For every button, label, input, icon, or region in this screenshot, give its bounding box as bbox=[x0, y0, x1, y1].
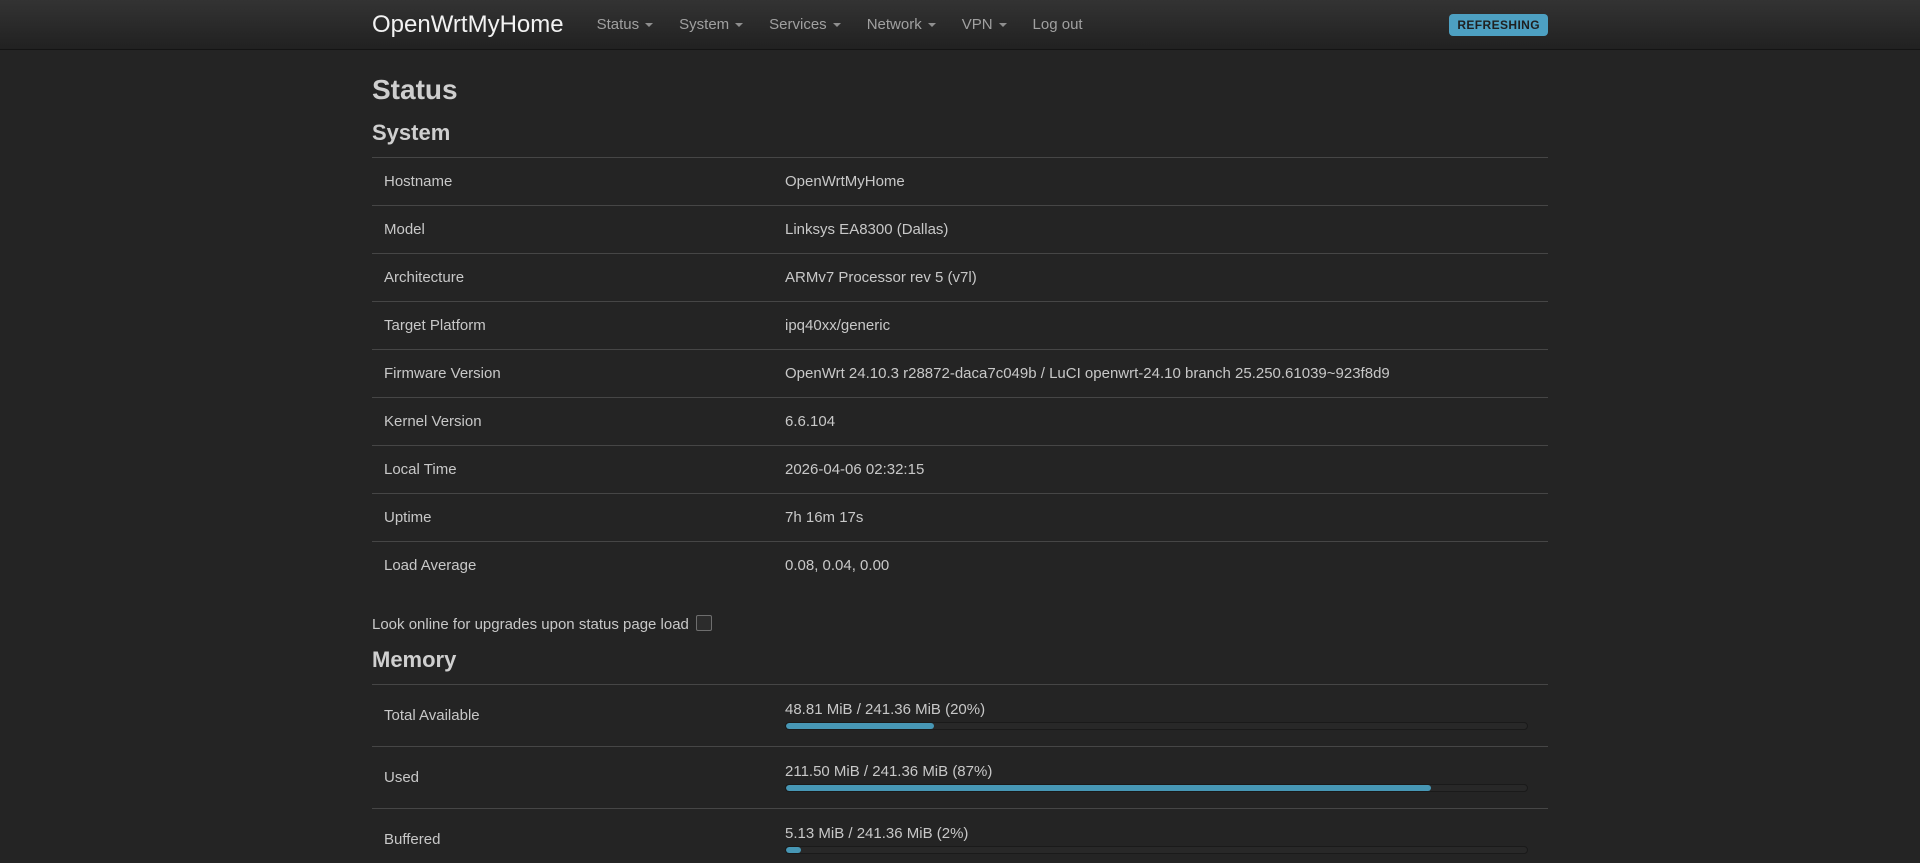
upgrade-check-checkbox[interactable] bbox=[695, 615, 712, 631]
table-row: Buffered 5.13 MiB / 241.36 MiB (2%) bbox=[372, 808, 1548, 863]
brand-link[interactable]: OpenWrtMyHome bbox=[372, 10, 564, 38]
chevron-down-icon bbox=[832, 22, 841, 27]
nav-item-network[interactable]: Network bbox=[854, 16, 949, 33]
row-label: Load Average bbox=[372, 541, 773, 589]
row-label: Uptime bbox=[372, 493, 773, 542]
row-value: 211.50 MiB / 241.36 MiB (87%) bbox=[773, 746, 1548, 809]
table-row: Kernel Version 6.6.104 bbox=[372, 397, 1548, 446]
row-label: Architecture bbox=[372, 253, 773, 302]
navbar: OpenWrtMyHome Status System Services Net… bbox=[0, 0, 1920, 50]
row-value: 0.08, 0.04, 0.00 bbox=[773, 541, 1548, 589]
upgrade-check-row: Look online for upgrades upon status pag… bbox=[372, 615, 1548, 633]
row-value: Linksys EA8300 (Dallas) bbox=[773, 205, 1548, 254]
table-row: Firmware Version OpenWrt 24.10.3 r28872-… bbox=[372, 349, 1548, 398]
section-heading-memory: Memory bbox=[372, 647, 457, 672]
main-menu: Status System Services Network VPN Log o… bbox=[584, 16, 1096, 33]
chevron-down-icon bbox=[998, 22, 1007, 27]
table-row: Used 211.50 MiB / 241.36 MiB (87%) bbox=[372, 746, 1548, 809]
chevron-down-icon bbox=[735, 22, 744, 27]
row-label: Model bbox=[372, 205, 773, 254]
row-label: Buffered bbox=[372, 808, 773, 863]
memory-value-text: 5.13 MiB / 241.36 MiB (2%) bbox=[785, 825, 969, 842]
system-info-table: Hostname OpenWrtMyHome Model Linksys EA8… bbox=[372, 157, 1548, 589]
memory-value-text: 211.50 MiB / 241.36 MiB (87%) bbox=[785, 763, 993, 780]
memory-value-text: 48.81 MiB / 241.36 MiB (20%) bbox=[785, 701, 986, 718]
row-label: Target Platform bbox=[372, 301, 773, 350]
nav-item-label: VPN bbox=[961, 16, 993, 33]
row-value: 5.13 MiB / 241.36 MiB (2%) bbox=[773, 808, 1548, 863]
row-label: Total Available bbox=[372, 684, 773, 747]
chevron-down-icon bbox=[927, 22, 936, 27]
progress-bar bbox=[785, 784, 1529, 792]
row-value: 2026-04-06 02:32:15 bbox=[773, 445, 1548, 494]
row-value: 48.81 MiB / 241.36 MiB (20%) bbox=[773, 684, 1548, 747]
chevron-down-icon bbox=[645, 22, 654, 27]
nav-item-label: Network bbox=[866, 16, 922, 33]
row-value: ipq40xx/generic bbox=[773, 301, 1548, 350]
nav-item-services[interactable]: Services bbox=[756, 16, 854, 33]
upgrade-check-label: Look online for upgrades upon status pag… bbox=[372, 615, 689, 633]
row-value: OpenWrtMyHome bbox=[773, 157, 1548, 206]
row-label: Local Time bbox=[372, 445, 773, 494]
progress-bar bbox=[785, 846, 1529, 854]
content-container: Status System Hostname OpenWrtMyHome Mod… bbox=[372, 74, 1548, 863]
table-row: Hostname OpenWrtMyHome bbox=[372, 157, 1548, 206]
nav-item-logout[interactable]: Log out bbox=[1020, 16, 1096, 33]
page-title: Status bbox=[372, 74, 458, 105]
table-row: Load Average 0.08, 0.04, 0.00 bbox=[372, 541, 1548, 589]
memory-table: Total Available 48.81 MiB / 241.36 MiB (… bbox=[372, 684, 1548, 863]
progress-bar-fill bbox=[786, 847, 801, 853]
row-value: 6.6.104 bbox=[773, 397, 1548, 446]
progress-bar-fill bbox=[786, 785, 1432, 791]
nav-item-vpn[interactable]: VPN bbox=[949, 16, 1020, 33]
table-row: Total Available 48.81 MiB / 241.36 MiB (… bbox=[372, 684, 1548, 747]
refreshing-badge[interactable]: REFRESHING bbox=[1449, 13, 1548, 36]
row-value: OpenWrt 24.10.3 r28872-daca7c049b / LuCI… bbox=[773, 349, 1548, 398]
nav-item-label: Status bbox=[596, 16, 640, 33]
progress-bar-fill bbox=[786, 723, 935, 729]
table-row: Target Platform ipq40xx/generic bbox=[372, 301, 1548, 350]
row-label: Kernel Version bbox=[372, 397, 773, 446]
nav-item-label: Services bbox=[769, 16, 827, 33]
progress-bar bbox=[785, 722, 1529, 730]
row-label: Hostname bbox=[372, 157, 773, 206]
nav-item-status[interactable]: Status bbox=[584, 16, 667, 33]
nav-item-system[interactable]: System bbox=[666, 16, 756, 33]
table-row: Local Time 2026-04-06 02:32:15 bbox=[372, 445, 1548, 494]
row-value: 7h 16m 17s bbox=[773, 493, 1548, 542]
nav-item-label: Log out bbox=[1032, 16, 1083, 33]
row-value: ARMv7 Processor rev 5 (v7l) bbox=[773, 253, 1548, 302]
table-row: Model Linksys EA8300 (Dallas) bbox=[372, 205, 1548, 254]
table-row: Uptime 7h 16m 17s bbox=[372, 493, 1548, 542]
nav-item-label: System bbox=[679, 16, 730, 33]
table-row: Architecture ARMv7 Processor rev 5 (v7l) bbox=[372, 253, 1548, 302]
row-label: Firmware Version bbox=[372, 349, 773, 398]
section-heading-system: System bbox=[372, 120, 451, 145]
navbar-inner: OpenWrtMyHome Status System Services Net… bbox=[372, 0, 1548, 49]
row-label: Used bbox=[372, 746, 773, 809]
